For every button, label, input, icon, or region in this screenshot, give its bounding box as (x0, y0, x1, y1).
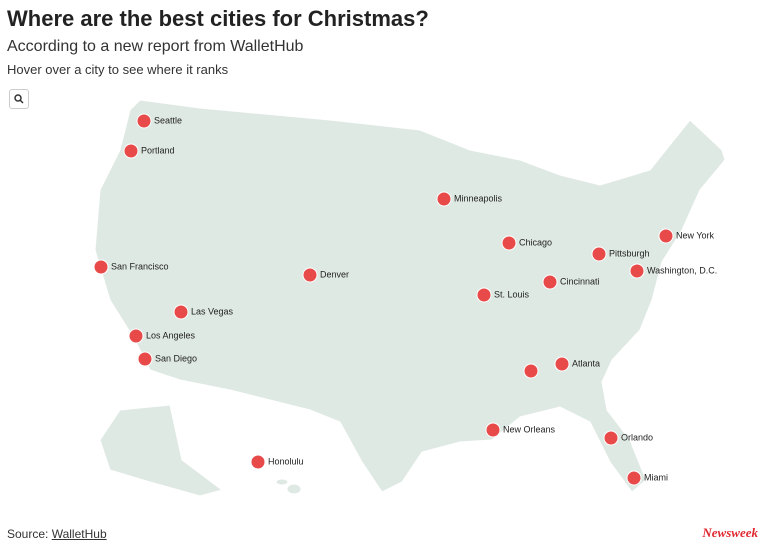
city-label: New York (676, 230, 715, 240)
city-label: Atlanta (572, 358, 600, 368)
source-link[interactable]: WalletHub (51, 527, 107, 541)
subtitle: According to a new report from WalletHub (7, 38, 304, 55)
title: Where are the best cities for Christmas? (7, 6, 429, 31)
city-label: Pittsburgh (609, 248, 650, 258)
city-marker[interactable] (626, 470, 642, 486)
city-marker[interactable] (603, 430, 619, 446)
city-marker[interactable] (436, 191, 452, 207)
city-label: Orlando (621, 432, 653, 442)
city-marker[interactable] (93, 259, 109, 275)
city-label: San Diego (155, 353, 197, 363)
city-label: Los Angeles (146, 330, 196, 340)
source-prefix: Source: (7, 527, 49, 541)
city-marker[interactable] (501, 235, 517, 251)
city-label: St. Louis (494, 289, 530, 299)
hawaii (275, 478, 289, 486)
city-label: Chicago (519, 237, 552, 247)
hint: Hover over a city to see where it ranks (7, 62, 229, 77)
search-icon (14, 94, 24, 104)
city-marker[interactable] (554, 356, 570, 372)
city-marker[interactable] (476, 287, 492, 303)
city-label: Honolulu (268, 456, 304, 466)
city-marker[interactable] (629, 263, 645, 279)
alaska (99, 404, 224, 497)
us-mainland (94, 99, 726, 493)
city-label: Seattle (154, 115, 182, 125)
city-marker[interactable] (658, 228, 674, 244)
city-label: Portland (141, 145, 175, 155)
city-marker[interactable] (128, 328, 144, 344)
city-marker[interactable] (250, 454, 266, 470)
city-marker[interactable] (137, 351, 153, 367)
city-label: Minneapolis (454, 193, 503, 203)
city-label: San Francisco (111, 261, 169, 271)
city-label: Las Vegas (191, 306, 234, 316)
city-marker[interactable] (302, 267, 318, 283)
city-label: New Orleans (503, 424, 556, 434)
city-label: Washington, D.C. (647, 265, 717, 275)
city-label: Cincinnati (560, 276, 600, 286)
city-marker[interactable] (523, 363, 539, 379)
city-marker[interactable] (123, 143, 139, 159)
hawaii (286, 483, 302, 495)
brand-logo[interactable]: Newsweek (702, 525, 758, 540)
city-marker[interactable] (485, 422, 501, 438)
city-marker[interactable] (591, 246, 607, 262)
city-label: Miami (644, 472, 668, 482)
city-marker[interactable] (542, 274, 558, 290)
source: Source: WalletHub (7, 527, 107, 541)
city-label: Denver (320, 269, 349, 279)
search-button[interactable] (9, 89, 29, 109)
city-marker[interactable] (173, 304, 189, 320)
city-marker[interactable] (136, 113, 152, 129)
